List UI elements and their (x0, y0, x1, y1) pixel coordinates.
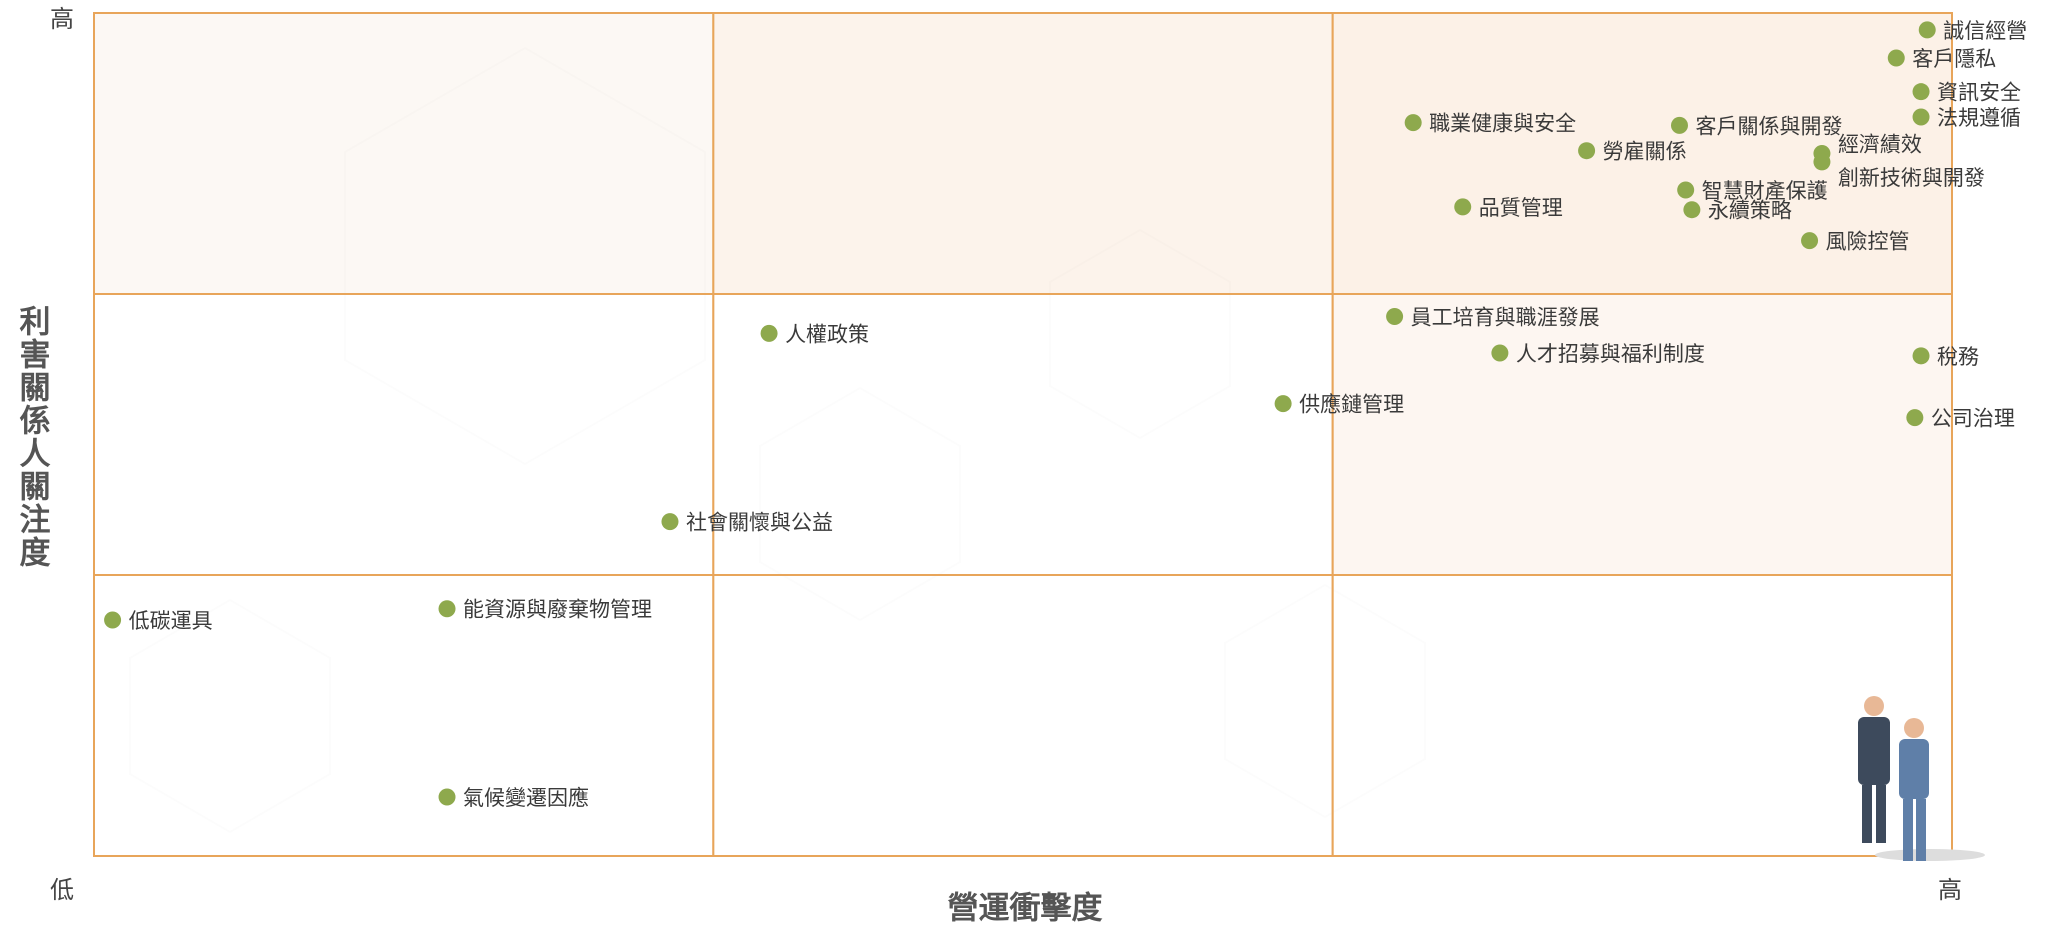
y-tick-label: 高 (50, 5, 74, 33)
quadrant-cells (93, 12, 1953, 857)
point (1887, 49, 1905, 67)
point (760, 324, 778, 342)
point (1906, 409, 1924, 427)
point-label: 智慧財產保護 (1702, 179, 1828, 203)
quadrant-cell (712, 12, 1334, 295)
point (438, 600, 456, 618)
point (1918, 21, 1936, 39)
point-label: 永續策略 (1708, 199, 1792, 223)
point (104, 611, 122, 629)
point (1491, 344, 1509, 362)
point (1404, 114, 1422, 132)
point-label: 資訊安全 (1937, 81, 2021, 105)
x-tick-label: 高 (1938, 876, 1962, 904)
quadrant-cell (712, 293, 1334, 576)
point-label: 勞雇關係 (1603, 140, 1687, 164)
point-label: 創新技術與開發 (1838, 166, 1985, 190)
point (1801, 232, 1819, 250)
point-label: 誠信經營 (1943, 19, 2027, 43)
x-axis-title: 營運衝擊度 (948, 891, 1103, 927)
quadrant-cell (93, 293, 715, 576)
point (1683, 201, 1701, 219)
point (1912, 108, 1930, 126)
point-label: 人才招募與福利制度 (1516, 342, 1705, 366)
point-label: 公司治理 (1931, 407, 2015, 431)
y-tick-label: 低 (50, 876, 74, 904)
point (1677, 181, 1695, 199)
quadrant-cell (1331, 12, 1953, 295)
point-label: 稅務 (1937, 345, 1979, 369)
quadrant-cell (1331, 574, 1953, 857)
point (1670, 116, 1688, 134)
point (1386, 307, 1404, 325)
point (1813, 153, 1831, 171)
y-axis-title: 利害關係人關注度 (14, 305, 51, 569)
point (1578, 142, 1596, 160)
point-label: 員工培育與職涯發展 (1411, 305, 1600, 329)
quadrant-cell (93, 12, 715, 295)
point-label: 供應鏈管理 (1299, 393, 1404, 417)
quadrant-cell (93, 574, 715, 857)
point-label: 社會關懷與公益 (686, 511, 833, 535)
point (438, 788, 456, 806)
point-label: 氣候變遷因應 (463, 786, 589, 810)
point-label: 品質管理 (1479, 196, 1563, 220)
point (1454, 198, 1472, 216)
point-label: 風險控管 (1826, 230, 1910, 254)
point (1912, 83, 1930, 101)
point (661, 513, 679, 531)
point-label: 職業健康與安全 (1429, 112, 1576, 136)
point-label: 客戶關係與開發 (1695, 114, 1842, 138)
quadrant-cell (1331, 293, 1953, 576)
quadrant-cell (712, 574, 1334, 857)
point (1912, 347, 1930, 365)
point (1274, 395, 1292, 413)
point-label: 能資源與廢棄物管理 (463, 598, 652, 622)
people-illustration (1858, 696, 1985, 861)
point-label: 經濟績效 (1838, 133, 1922, 157)
point-label: 法規遵循 (1937, 106, 2021, 130)
point-label: 客戶隱私 (1912, 47, 1996, 71)
point-label: 人權政策 (785, 322, 869, 346)
point-label: 低碳運具 (129, 609, 213, 633)
